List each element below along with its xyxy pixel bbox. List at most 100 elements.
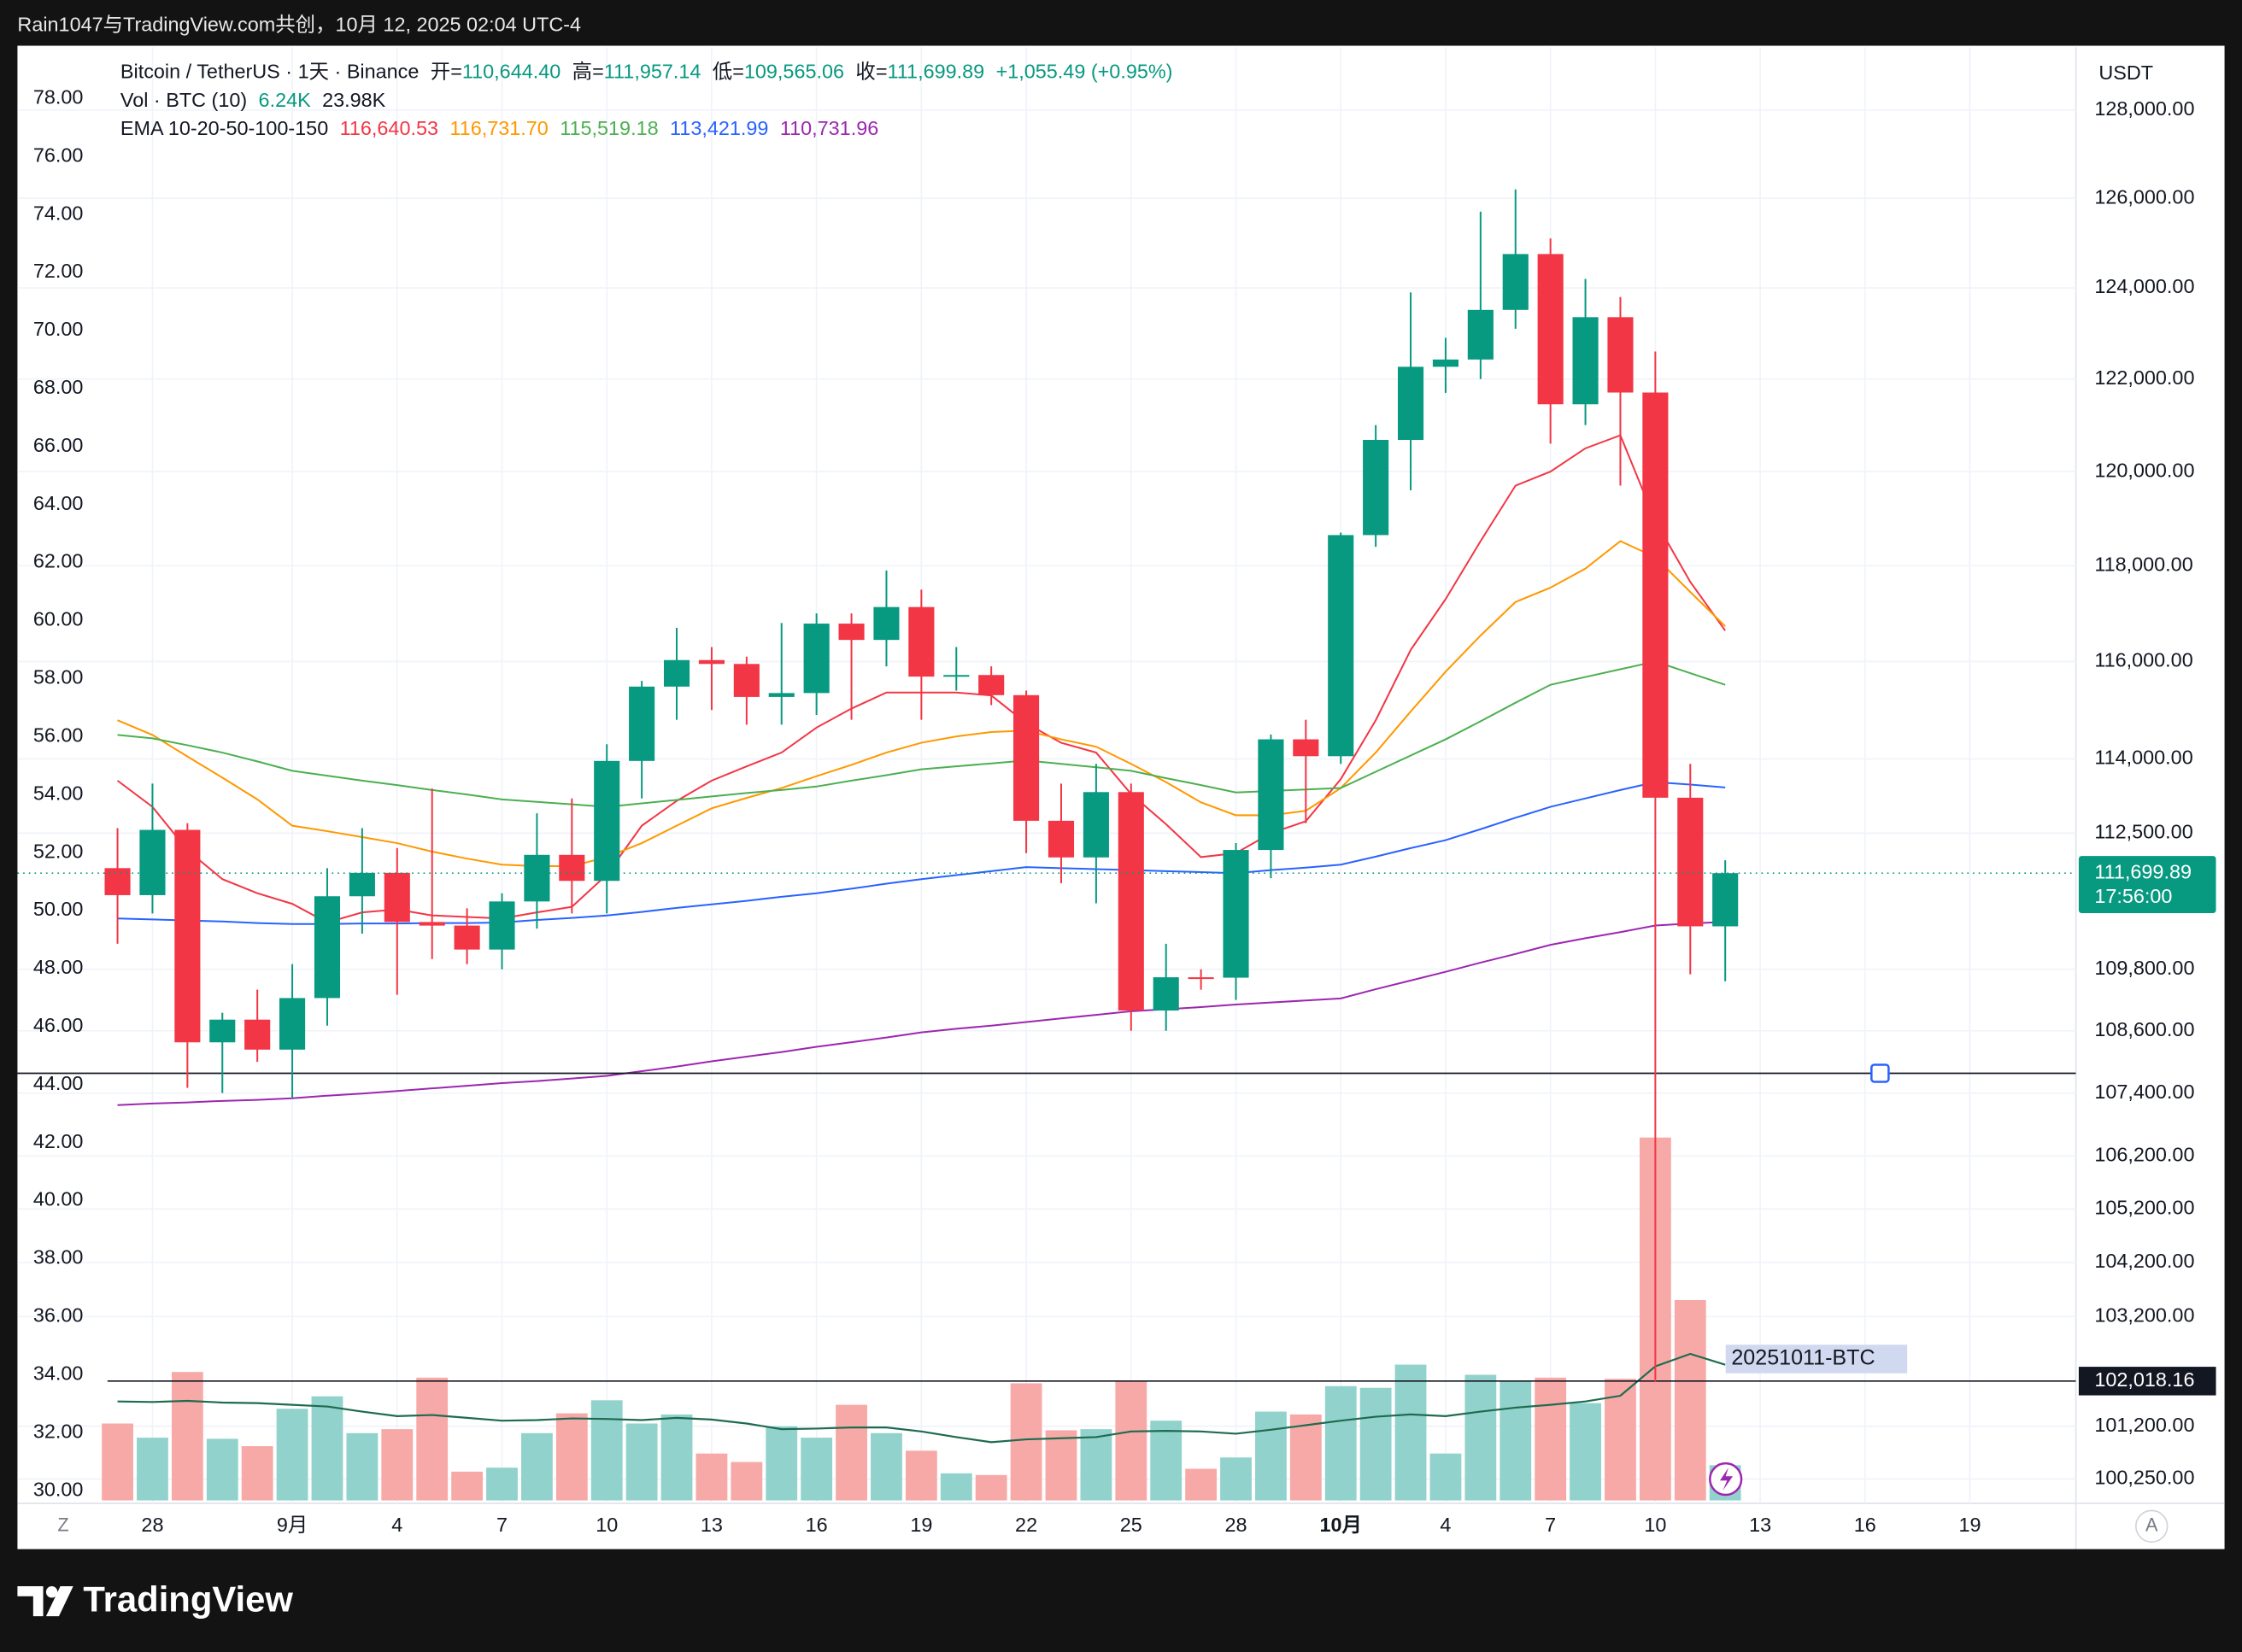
legend-item: 115,519.18 xyxy=(560,117,658,139)
candle-body xyxy=(104,868,131,895)
y2-tick-label: 62.00 xyxy=(33,550,84,572)
y2-tick-label: 66.00 xyxy=(33,434,84,456)
y2-tick-label: 72.00 xyxy=(33,260,84,282)
price-pane xyxy=(17,189,2076,1382)
top-caption: Rain1047与TradingView.com共创，10月 12, 2025 … xyxy=(17,13,581,35)
volume-bar xyxy=(1324,1385,1357,1501)
x-tick-label: 13 xyxy=(1749,1514,1771,1536)
axes: 128,000.00 126,000.00 124,000.00 122,000.00… xyxy=(33,85,2216,1544)
volume-bar xyxy=(102,1423,133,1501)
volume-bar xyxy=(1464,1374,1497,1501)
volume-bar xyxy=(1674,1299,1706,1501)
candle-body xyxy=(1083,792,1109,858)
volume-bar xyxy=(1359,1387,1392,1501)
candle-body xyxy=(733,664,760,697)
legend-item: 109,565.06 xyxy=(744,61,844,83)
y2-tick-label: 68.00 xyxy=(33,376,84,398)
candle-body xyxy=(524,854,550,902)
volume-bar xyxy=(871,1432,902,1501)
y-tick-label: 109,800.00 xyxy=(2094,957,2194,979)
legend-item: 开= xyxy=(431,61,462,83)
candle-body xyxy=(908,606,935,677)
y2-tick-label: 56.00 xyxy=(33,723,84,746)
line-handle[interactable] xyxy=(1870,1063,1890,1083)
candle-body xyxy=(1537,254,1564,405)
volume-bar xyxy=(660,1414,693,1501)
y-tick-label: 122,000.00 xyxy=(2094,366,2194,389)
logo-mark xyxy=(17,1586,44,1617)
y2-tick-label: 70.00 xyxy=(33,318,84,340)
y2-tick-label: 54.00 xyxy=(33,782,84,804)
volume-bar xyxy=(555,1413,588,1501)
y2-tick-label: 52.00 xyxy=(33,840,84,862)
x-tick-label: 7 xyxy=(1545,1514,1556,1536)
price-label-box xyxy=(2078,1367,2216,1396)
x-tick-label: 7 xyxy=(496,1514,508,1536)
volume-bar xyxy=(801,1438,833,1501)
legend-item: Vol · BTC (10) xyxy=(120,89,247,111)
volume-bar xyxy=(311,1396,343,1501)
y-tick-label: 118,000.00 xyxy=(2094,554,2192,576)
indicator-label-box xyxy=(1725,1344,1908,1374)
candle-body xyxy=(384,872,410,923)
candle-body xyxy=(454,925,480,950)
volume-bar xyxy=(940,1473,972,1501)
candle-body xyxy=(1467,309,1494,360)
volume-bar xyxy=(1255,1411,1287,1501)
candle-body xyxy=(349,872,375,897)
button[interactable]: A xyxy=(2145,1514,2158,1536)
legend-line: EMA 10-20-50-100-150 116,640.53 116,731.70… xyxy=(120,117,878,139)
x-tick-label: 9月 xyxy=(277,1514,308,1536)
y2-tick-label: 60.00 xyxy=(33,608,84,630)
volume-bar xyxy=(1394,1364,1427,1501)
logo-dot xyxy=(45,1586,58,1598)
countdown-label: 17:56:00 xyxy=(2094,885,2172,907)
legend-line: Bitcoin / TetherUS · 1天 · Binance 开=110,6… xyxy=(120,61,1173,83)
volume-bar xyxy=(975,1474,1007,1501)
candle-body xyxy=(663,659,690,687)
candle-body xyxy=(594,760,620,882)
button-ring[interactable] xyxy=(2135,1509,2169,1544)
y2-tick-label: 32.00 xyxy=(33,1420,84,1442)
y2-tick-label: 42.00 xyxy=(33,1130,84,1152)
candle-body xyxy=(943,675,970,677)
candle-body xyxy=(1118,792,1144,1011)
candle-body xyxy=(1153,977,1179,1011)
candle-body xyxy=(1258,739,1284,851)
volume-bar xyxy=(171,1372,203,1501)
y2-tick-label: 44.00 xyxy=(33,1072,84,1094)
candle-body xyxy=(978,675,1005,695)
y2-tick-label: 36.00 xyxy=(33,1304,84,1327)
candle-body xyxy=(489,901,515,950)
legend: Bitcoin / TetherUS · 1天 · Binance 开=110,6… xyxy=(120,61,1173,140)
legend-item: 111,699.89 xyxy=(888,61,985,83)
indicator-label: 20251011-BTC xyxy=(1731,1346,1875,1370)
legend-item: 收= xyxy=(855,61,887,83)
legend-item: EMA 10-20-50-100-150 xyxy=(120,117,328,139)
candle-body xyxy=(1677,797,1704,927)
legend-item: 110,644.40 xyxy=(462,61,560,83)
candle-body xyxy=(1712,873,1739,927)
y2-tick-label: 40.00 xyxy=(33,1188,84,1210)
x-tick-label: 13 xyxy=(701,1514,723,1536)
volume-bar xyxy=(1115,1380,1147,1501)
x-tick-label: 25 xyxy=(1120,1514,1142,1536)
alert-bolt xyxy=(1719,1467,1734,1491)
ema-line xyxy=(117,781,1726,925)
legend-item: 116,640.53 xyxy=(340,117,438,139)
y-tick-label: 105,200.00 xyxy=(2094,1197,2194,1219)
volume-ma-line xyxy=(117,1352,1726,1444)
button[interactable]: Z xyxy=(57,1514,68,1536)
candle-body xyxy=(209,1019,236,1043)
legend-item: Bitcoin / TetherUS · 1天 · Binance xyxy=(120,61,420,83)
volume-bar xyxy=(1150,1421,1183,1501)
legend-item: 6.24K xyxy=(259,89,312,111)
y2-tick-label: 74.00 xyxy=(33,202,84,224)
y-tick-label: 108,600.00 xyxy=(2094,1018,2194,1040)
ema-line xyxy=(117,540,1726,867)
volume-bar xyxy=(1605,1379,1636,1501)
volume-bar xyxy=(451,1471,484,1501)
y-tick-label: 103,200.00 xyxy=(2094,1303,2194,1326)
candle-body xyxy=(1607,317,1634,393)
